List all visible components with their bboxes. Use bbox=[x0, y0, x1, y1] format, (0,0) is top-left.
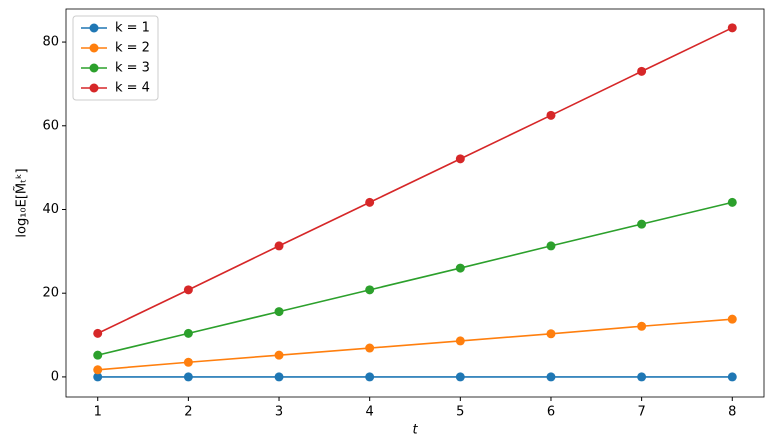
y-tick-label: 60 bbox=[42, 118, 59, 133]
data-point bbox=[93, 328, 103, 338]
data-point bbox=[455, 263, 465, 273]
data-point bbox=[93, 350, 103, 360]
data-point bbox=[274, 350, 284, 360]
data-point bbox=[274, 241, 284, 251]
data-point bbox=[455, 154, 465, 164]
x-tick-label: 2 bbox=[184, 405, 192, 420]
data-point bbox=[546, 329, 556, 339]
legend-marker bbox=[89, 83, 99, 93]
data-point bbox=[727, 314, 737, 324]
data-point bbox=[455, 372, 465, 382]
series-line bbox=[97, 201, 733, 356]
legend-box bbox=[72, 15, 159, 101]
legend-marker bbox=[89, 43, 99, 53]
series-line bbox=[97, 27, 733, 335]
data-point bbox=[93, 372, 103, 382]
data-point bbox=[637, 321, 647, 331]
data-point bbox=[183, 372, 193, 382]
x-tick-label: 4 bbox=[366, 405, 374, 420]
data-point bbox=[365, 197, 375, 207]
x-tick-label: 3 bbox=[275, 405, 283, 420]
legend-marker bbox=[89, 23, 99, 33]
legend-label: k = 3 bbox=[115, 61, 150, 76]
data-point bbox=[637, 66, 647, 76]
data-point bbox=[727, 372, 737, 382]
data-point bbox=[365, 285, 375, 295]
data-point bbox=[183, 357, 193, 367]
y-tick-label: 0 bbox=[51, 369, 59, 384]
y-tick-label: 40 bbox=[42, 202, 59, 217]
data-point bbox=[546, 372, 556, 382]
y-tick-label: 20 bbox=[42, 286, 59, 301]
data-point bbox=[546, 241, 556, 251]
legend-marker bbox=[89, 63, 99, 73]
x-tick-label: 1 bbox=[94, 405, 102, 420]
data-point bbox=[546, 110, 556, 120]
data-point bbox=[274, 372, 284, 382]
y-axis-label: log₁₀E[M̃ₜᵏ] bbox=[14, 168, 29, 237]
x-tick-label: 8 bbox=[728, 405, 736, 420]
data-point bbox=[727, 23, 737, 33]
data-point bbox=[183, 328, 193, 338]
data-point bbox=[455, 336, 465, 346]
x-tick-label: 6 bbox=[547, 405, 555, 420]
legend-label: k = 1 bbox=[115, 21, 150, 36]
data-point bbox=[637, 219, 647, 229]
y-tick-label: 80 bbox=[42, 35, 59, 50]
x-tick-label: 5 bbox=[456, 405, 464, 420]
x-tick-label: 7 bbox=[637, 405, 645, 420]
legend-label: k = 4 bbox=[115, 81, 150, 96]
data-point bbox=[637, 372, 647, 382]
data-point bbox=[365, 343, 375, 353]
legend-label: k = 2 bbox=[115, 41, 150, 56]
x-axis-label: t bbox=[412, 423, 418, 438]
series-line bbox=[97, 318, 733, 371]
data-point bbox=[365, 372, 375, 382]
plot-frame bbox=[65, 8, 765, 398]
data-point bbox=[93, 365, 103, 375]
data-point bbox=[274, 307, 284, 317]
data-point bbox=[727, 197, 737, 207]
data-point bbox=[183, 285, 193, 295]
